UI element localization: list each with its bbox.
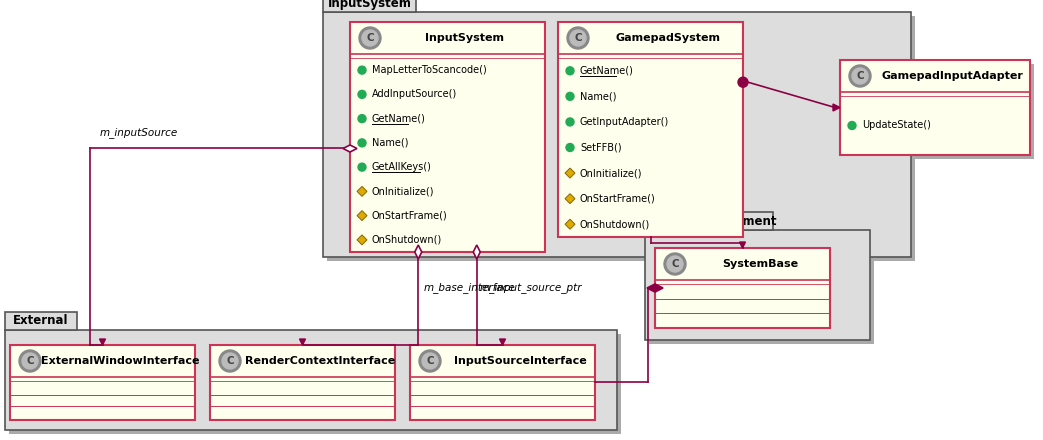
Circle shape bbox=[19, 350, 41, 372]
Circle shape bbox=[359, 27, 381, 49]
Bar bbox=[562, 26, 747, 241]
Circle shape bbox=[668, 256, 683, 272]
Text: GetName(): GetName() bbox=[580, 66, 634, 76]
Bar bbox=[645, 230, 870, 340]
Text: C: C bbox=[26, 356, 33, 366]
Text: SetFFB(): SetFFB() bbox=[580, 143, 622, 153]
Circle shape bbox=[566, 92, 574, 100]
Text: MapLetterToScancode(): MapLetterToScancode() bbox=[372, 65, 487, 75]
Text: InputSystem: InputSystem bbox=[328, 0, 411, 10]
Circle shape bbox=[419, 350, 441, 372]
Text: SystemManagement: SystemManagement bbox=[641, 214, 777, 227]
Circle shape bbox=[852, 68, 868, 84]
Text: ExternalWindowInterface: ExternalWindowInterface bbox=[41, 356, 199, 366]
Text: m_inputSource: m_inputSource bbox=[100, 128, 178, 139]
Circle shape bbox=[664, 253, 686, 275]
Text: Name(): Name() bbox=[372, 138, 409, 148]
Polygon shape bbox=[474, 245, 480, 259]
Bar bbox=[9, 334, 621, 434]
Polygon shape bbox=[343, 145, 357, 152]
Circle shape bbox=[567, 27, 589, 49]
Bar bbox=[350, 22, 545, 252]
Text: C: C bbox=[575, 33, 582, 43]
Text: C: C bbox=[672, 259, 679, 269]
Bar bbox=[410, 345, 595, 420]
Bar bbox=[649, 234, 874, 344]
Circle shape bbox=[219, 350, 241, 372]
Bar bbox=[844, 64, 1034, 159]
Polygon shape bbox=[357, 187, 367, 196]
Text: GamepadInputAdapter: GamepadInputAdapter bbox=[881, 71, 1023, 81]
Bar bbox=[5, 330, 617, 430]
Text: External: External bbox=[14, 315, 69, 327]
Text: GetName(): GetName() bbox=[372, 114, 426, 124]
Text: GetAllKeys(): GetAllKeys() bbox=[372, 162, 432, 172]
Circle shape bbox=[358, 66, 366, 74]
Circle shape bbox=[848, 121, 856, 129]
Bar bbox=[645, 212, 773, 230]
Text: C: C bbox=[856, 71, 864, 81]
Circle shape bbox=[566, 118, 574, 126]
Circle shape bbox=[849, 65, 871, 87]
Text: OnShutdown(): OnShutdown() bbox=[372, 235, 442, 245]
Bar bbox=[10, 345, 195, 420]
Text: OnStartFrame(): OnStartFrame() bbox=[580, 194, 656, 204]
Bar bbox=[214, 349, 399, 424]
Text: InputSystem: InputSystem bbox=[426, 33, 505, 43]
Polygon shape bbox=[833, 104, 840, 111]
Polygon shape bbox=[500, 339, 506, 345]
Circle shape bbox=[738, 77, 748, 87]
Text: RenderContextInterface: RenderContextInterface bbox=[245, 356, 395, 366]
Text: UpdateState(): UpdateState() bbox=[862, 121, 930, 131]
Polygon shape bbox=[299, 339, 306, 345]
Polygon shape bbox=[99, 339, 105, 345]
Bar bbox=[323, 12, 911, 257]
Text: OnInitialize(): OnInitialize() bbox=[580, 168, 642, 178]
Polygon shape bbox=[357, 235, 367, 245]
Circle shape bbox=[566, 143, 574, 151]
Text: C: C bbox=[366, 33, 373, 43]
Text: OnShutdown(): OnShutdown() bbox=[580, 219, 650, 229]
Circle shape bbox=[358, 163, 366, 171]
Bar bbox=[323, 0, 416, 12]
Bar bbox=[5, 312, 77, 330]
Bar bbox=[655, 248, 830, 328]
Text: m_base_interface: m_base_interface bbox=[423, 282, 515, 293]
Text: C: C bbox=[226, 356, 234, 366]
Circle shape bbox=[422, 353, 438, 369]
Polygon shape bbox=[565, 168, 575, 178]
Text: OnInitialize(): OnInitialize() bbox=[372, 187, 435, 196]
Circle shape bbox=[566, 67, 574, 75]
Bar bbox=[414, 349, 599, 424]
Circle shape bbox=[358, 115, 366, 123]
Polygon shape bbox=[739, 242, 746, 248]
Circle shape bbox=[358, 139, 366, 147]
Circle shape bbox=[362, 30, 378, 46]
Bar bbox=[659, 252, 834, 332]
Polygon shape bbox=[565, 219, 575, 229]
Polygon shape bbox=[415, 245, 421, 259]
Polygon shape bbox=[565, 194, 575, 204]
Bar bbox=[354, 26, 549, 256]
Polygon shape bbox=[647, 284, 663, 292]
Circle shape bbox=[222, 353, 238, 369]
Bar bbox=[14, 349, 199, 424]
Text: GetInputAdapter(): GetInputAdapter() bbox=[580, 117, 670, 127]
Text: SystemBase: SystemBase bbox=[722, 259, 798, 269]
Circle shape bbox=[358, 90, 366, 99]
Text: AddInputSource(): AddInputSource() bbox=[372, 89, 457, 99]
Bar bbox=[840, 60, 1030, 155]
Text: m_input_source_ptr: m_input_source_ptr bbox=[480, 282, 582, 293]
Bar bbox=[558, 22, 743, 237]
Circle shape bbox=[22, 353, 38, 369]
Text: InputSourceInterface: InputSourceInterface bbox=[454, 356, 586, 366]
Text: GamepadSystem: GamepadSystem bbox=[615, 33, 721, 43]
Bar bbox=[328, 16, 915, 261]
Bar bbox=[210, 345, 395, 420]
Circle shape bbox=[571, 30, 586, 46]
Text: Name(): Name() bbox=[580, 92, 616, 101]
Text: OnStartFrame(): OnStartFrame() bbox=[372, 211, 447, 220]
Polygon shape bbox=[357, 211, 367, 220]
Text: C: C bbox=[427, 356, 434, 366]
